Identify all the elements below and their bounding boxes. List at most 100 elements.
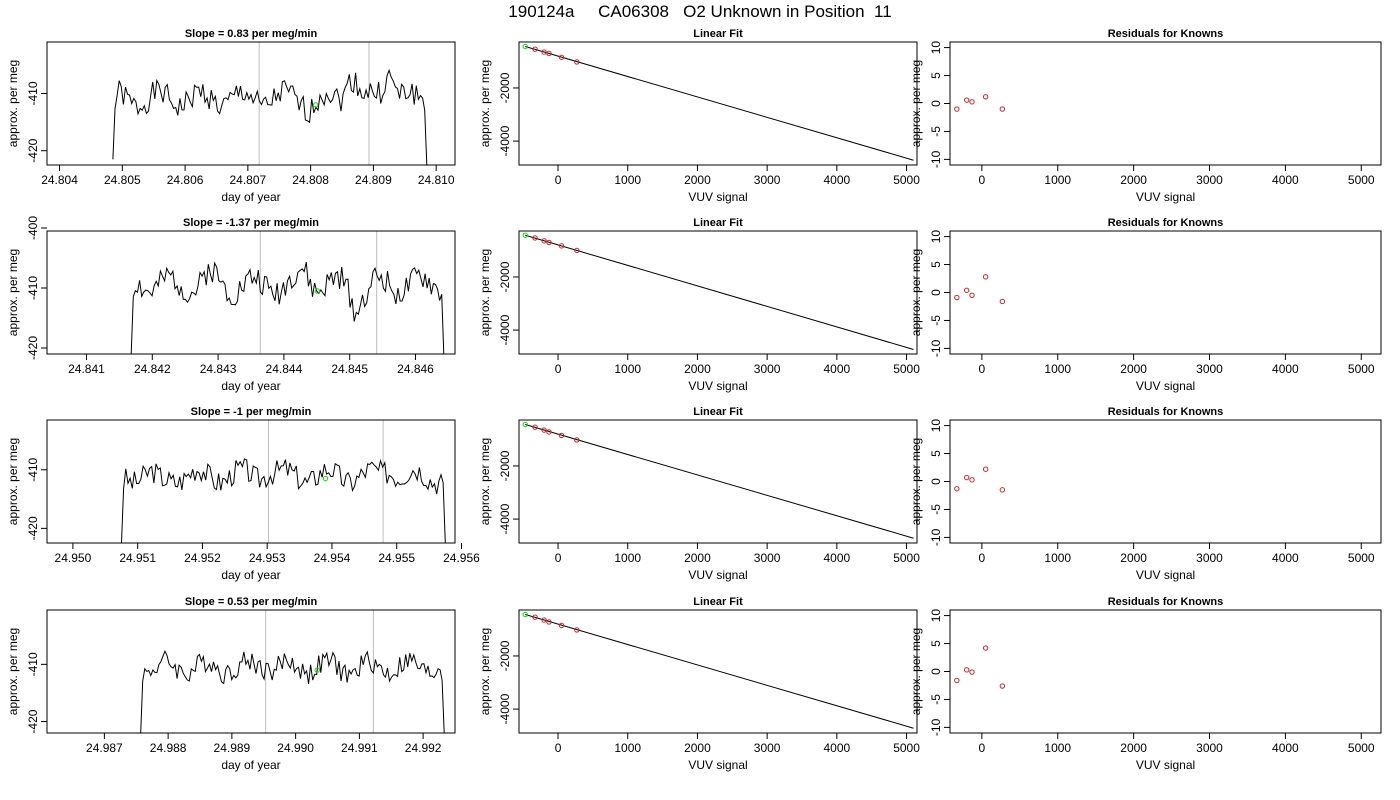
panel-frame — [949, 230, 1382, 355]
panel-1: Slope = 0.83 per meg/min 24.804 24.805 24.8… — [6, 28, 456, 204]
known-point — [982, 274, 989, 280]
y-axis-label: approx. per meg — [6, 60, 20, 147]
plot-area — [121, 420, 446, 543]
panel-title: Slope = -1 per meg/min — [191, 406, 312, 418]
y-axis-label: approx. per meg — [478, 60, 492, 147]
x-tick-label: 1000 — [614, 362, 641, 376]
x-tick-label: 24.987 — [86, 741, 123, 755]
y-tick-label: 0 — [929, 289, 943, 296]
known-point — [969, 669, 975, 675]
panel-title: Slope = 0.83 per meg/min — [185, 28, 318, 40]
x-tick-label: 2000 — [1120, 741, 1147, 755]
known-point — [541, 49, 547, 55]
panel-5: Linear Fit 0 1000 2000 3000 4000 5000 VUV signa… — [478, 28, 920, 204]
x-axis-label: VUV signal — [688, 190, 747, 204]
x-tick-label: 0 — [555, 551, 562, 565]
plot-area — [954, 274, 1006, 305]
plot-area — [130, 231, 445, 354]
known-point — [558, 54, 565, 60]
panel-title: Linear Fit — [693, 596, 743, 608]
known-point — [963, 667, 970, 673]
x-tick-label: 4000 — [823, 362, 850, 376]
x-tick-label: 1000 — [614, 741, 641, 755]
x-tick-label: 0 — [979, 551, 986, 565]
known-point — [954, 677, 960, 684]
known-point — [574, 437, 580, 443]
panel-title: Residuals for Knowns — [1108, 217, 1224, 229]
x-tick-label: 24.989 — [214, 741, 251, 755]
y-tick-label: 0 — [929, 100, 943, 107]
x-tick-label: 0 — [555, 173, 562, 187]
signal-trace — [130, 261, 445, 354]
y-tick-label: -2000 — [498, 450, 512, 481]
known-point — [574, 59, 580, 65]
known-point — [954, 106, 960, 112]
x-tick-label: 4000 — [823, 741, 850, 755]
x-tick-label: 3000 — [754, 551, 781, 565]
y-tick-label: -4000 — [498, 314, 512, 345]
known-point — [532, 46, 538, 52]
known-point — [982, 466, 989, 472]
y-tick-label: 10 — [929, 609, 943, 623]
y-tick-label: -410 — [26, 652, 40, 676]
y-tick-label: 5 — [929, 261, 943, 268]
x-axis-label: VUV signal — [1136, 758, 1195, 772]
known-point — [963, 287, 970, 293]
y-tick-label: -400 — [26, 216, 40, 240]
unknown-point — [522, 611, 528, 618]
known-point — [541, 238, 547, 244]
fit-line — [525, 234, 914, 350]
x-tick-label: 5000 — [1348, 551, 1375, 565]
x-axis-label: VUV signal — [688, 379, 747, 393]
x-tick-label: 0 — [555, 362, 562, 376]
y-tick-label: -420 — [26, 709, 40, 733]
y-tick-label: -420 — [26, 138, 40, 162]
x-tick-label: 2000 — [684, 551, 711, 565]
x-axis-label: day of year — [221, 568, 280, 582]
known-point — [546, 239, 552, 246]
panel-4: Slope = 0.53 per meg/min 24.987 24.988 24.9… — [6, 596, 456, 772]
panel-frame — [518, 41, 918, 166]
y-axis-label: approx. per meg — [909, 628, 923, 715]
known-point — [558, 432, 565, 439]
y-tick-label: 10 — [929, 419, 943, 433]
known-point — [541, 617, 547, 623]
y-tick-label: -4000 — [498, 503, 512, 534]
x-tick-label: 24.954 — [314, 551, 351, 565]
known-point — [963, 97, 970, 103]
x-tick-label: 2000 — [684, 362, 711, 376]
x-tick-label: 24.845 — [331, 362, 368, 376]
panel-frame — [518, 609, 918, 734]
known-point — [999, 106, 1006, 112]
known-point — [532, 614, 538, 620]
y-axis-label: approx. per meg — [6, 249, 20, 336]
y-tick-label: -10 — [929, 150, 943, 168]
y-tick-label: -410 — [26, 276, 40, 300]
y-tick-label: 10 — [929, 230, 943, 244]
x-axis-label: day of year — [221, 758, 280, 772]
x-tick-label: 24.988 — [150, 741, 187, 755]
y-tick-label: -4000 — [498, 125, 512, 156]
unknown-point — [522, 232, 528, 238]
known-point — [541, 427, 547, 433]
x-tick-label: 24.841 — [68, 362, 105, 376]
known-point — [574, 247, 580, 254]
x-axis-label: VUV signal — [1136, 568, 1195, 582]
signal-trace — [112, 68, 428, 165]
known-point — [546, 429, 552, 435]
known-point — [574, 627, 580, 633]
y-axis-label: approx. per meg — [909, 438, 923, 525]
x-axis-label: VUV signal — [1136, 379, 1195, 393]
x-tick-label: 1000 — [1044, 362, 1071, 376]
x-tick-label: 3000 — [1196, 551, 1223, 565]
x-tick-label: 5000 — [893, 362, 920, 376]
unknown-point — [522, 43, 528, 50]
y-tick-label: -5 — [929, 126, 943, 137]
x-tick-label: 24.805 — [104, 173, 141, 187]
y-tick-label: -2000 — [498, 640, 512, 671]
y-tick-label: 0 — [929, 478, 943, 485]
panel-8: Linear Fit 0 1000 2000 3000 4000 5000 VUV signa… — [478, 596, 920, 772]
known-point — [558, 622, 565, 629]
